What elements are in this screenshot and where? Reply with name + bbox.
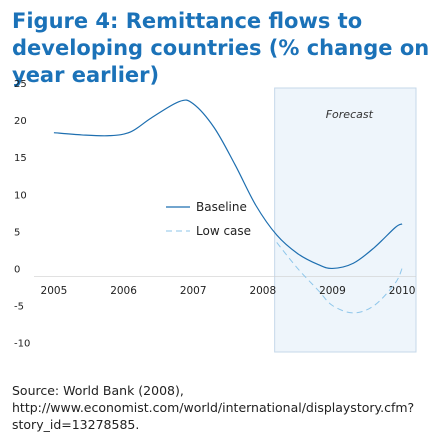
x-tick-label: 2007 bbox=[180, 285, 207, 297]
source-note: Source: World Bank (2008), http://www.ec… bbox=[12, 383, 415, 432]
legend-label-low-case: Low case bbox=[196, 224, 251, 238]
y-tick-label: 25 bbox=[14, 79, 27, 90]
legend-label-baseline: Baseline bbox=[196, 200, 247, 214]
baseline-line bbox=[53, 99, 403, 270]
y-tick-label: 5 bbox=[14, 227, 20, 238]
y-tick-label: -10 bbox=[14, 339, 30, 350]
y-tick-label: 0 bbox=[14, 264, 20, 275]
x-axis-ticks: 2005 2006 2007 2008 2009 2010 bbox=[41, 285, 416, 297]
y-tick-label: -5 bbox=[14, 302, 24, 313]
legend: Baseline Low case bbox=[166, 200, 251, 238]
y-tick-label: 15 bbox=[14, 153, 27, 164]
y-tick-label: 20 bbox=[14, 116, 27, 127]
x-tick-label: 2005 bbox=[41, 285, 68, 297]
x-tick-label: 2006 bbox=[110, 285, 137, 297]
forecast-region bbox=[274, 87, 417, 353]
chart-title: Figure 4: Remittance flows to developing… bbox=[12, 9, 430, 87]
low-case-line bbox=[276, 242, 403, 314]
y-tick-label: 10 bbox=[14, 190, 27, 201]
x-tick-label: 2010 bbox=[389, 285, 416, 297]
x-tick-label: 2008 bbox=[249, 285, 276, 297]
forecast-label: Forecast bbox=[326, 108, 374, 121]
y-axis-ticks: 25 20 15 10 5 0 -5 -10 bbox=[14, 79, 30, 350]
series-lines bbox=[53, 99, 403, 314]
x-tick-label: 2009 bbox=[319, 285, 346, 297]
line-chart: 25 20 15 10 5 0 -5 -10 2005 2006 2007 2008 2009 2010… bbox=[14, 79, 417, 353]
